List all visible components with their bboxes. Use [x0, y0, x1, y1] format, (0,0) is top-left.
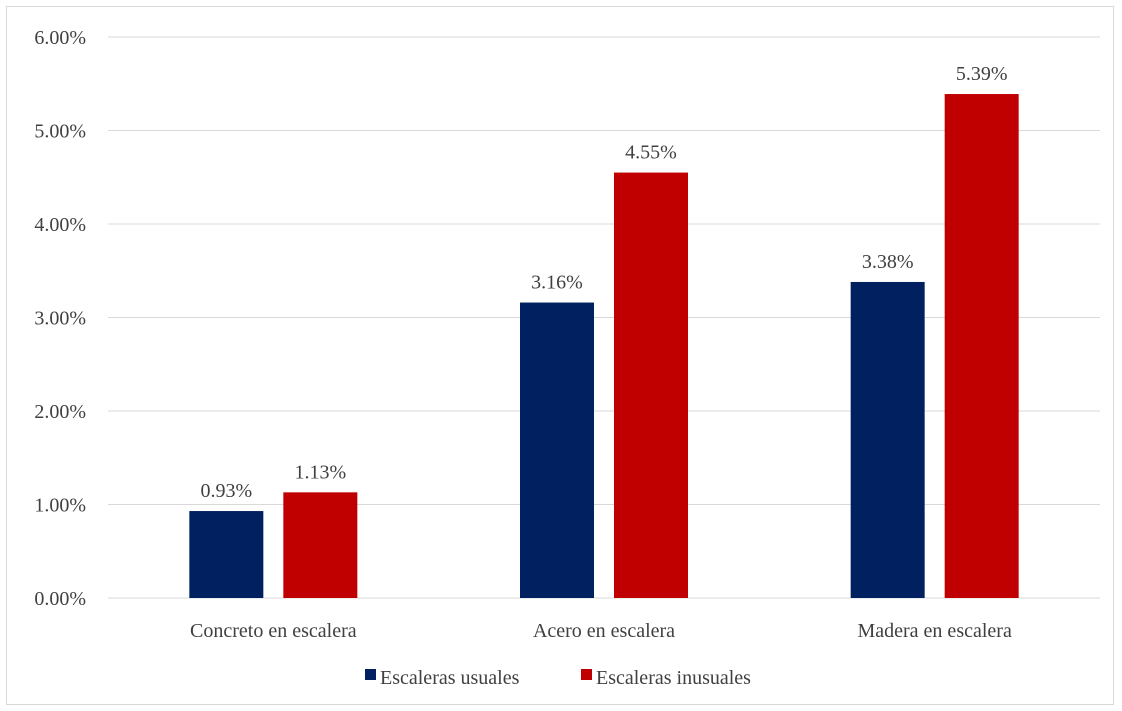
- y-tick-label: 6.00%: [34, 27, 86, 49]
- legend-label: Escaleras inusuales: [596, 667, 751, 689]
- bar: [189, 511, 264, 598]
- y-tick-label: 2.00%: [34, 401, 86, 423]
- y-tick-label: 3.00%: [34, 308, 86, 330]
- x-category-label: Acero en escalera: [533, 620, 675, 642]
- data-label: 5.39%: [956, 63, 1008, 85]
- bar: [614, 172, 688, 598]
- bar: [283, 492, 358, 598]
- legend-label: Escaleras usuales: [380, 667, 520, 689]
- bar: [520, 302, 594, 598]
- legend-swatch: [365, 669, 376, 680]
- y-tick-label: 5.00%: [34, 121, 86, 143]
- data-label: 3.16%: [531, 272, 583, 294]
- bar: [944, 94, 1019, 598]
- data-label: 1.13%: [294, 461, 346, 483]
- y-tick-label: 4.00%: [34, 214, 86, 236]
- data-label: 0.93%: [200, 480, 252, 502]
- legend-swatch: [581, 669, 592, 680]
- x-category-label: Madera en escalera: [857, 620, 1011, 642]
- data-label: 4.55%: [625, 142, 677, 164]
- y-tick-label: 1.00%: [34, 495, 86, 517]
- x-category-label: Concreto en escalera: [190, 620, 357, 642]
- bar: [850, 281, 925, 598]
- data-label: 3.38%: [862, 251, 914, 273]
- y-tick-label: 0.00%: [34, 588, 86, 610]
